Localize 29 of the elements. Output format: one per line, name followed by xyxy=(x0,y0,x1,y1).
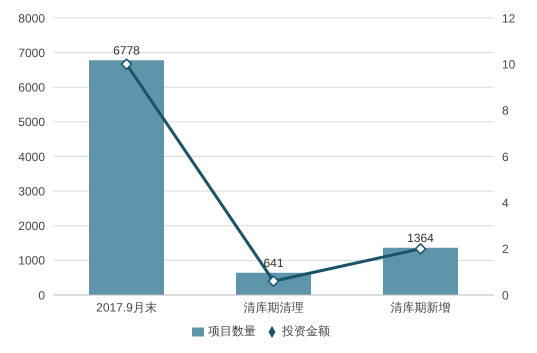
x-tick-label: 清库期清理 xyxy=(244,300,304,315)
point xyxy=(414,243,426,255)
y-tick-label: 8000 xyxy=(18,11,46,26)
data-label: 6778 xyxy=(113,43,140,58)
y2-tick-label: 6 xyxy=(502,150,509,164)
legend-label: 项目数量 xyxy=(208,324,256,338)
x-tick-label: 清库期新增 xyxy=(390,300,450,315)
y-tick-label: 1000 xyxy=(18,254,46,268)
y-tick-label: 6000 xyxy=(18,80,46,95)
bar xyxy=(89,60,164,295)
y-tick-label: 2000 xyxy=(18,219,46,234)
y2-tick-label: 0 xyxy=(502,288,509,302)
y-tick-label: 5000 xyxy=(18,115,46,130)
y2-tick-label: 2 xyxy=(502,242,509,256)
point xyxy=(268,275,280,287)
y2-tick-label: 10 xyxy=(502,57,516,72)
data-label: 1364 xyxy=(407,230,434,245)
y-tick-label: 7000 xyxy=(18,46,46,60)
y-tick-label: 0 xyxy=(38,288,46,302)
bar xyxy=(383,248,458,295)
y-tick-label: 4000 xyxy=(18,150,46,164)
y2-tick-label: 8 xyxy=(502,104,509,118)
y2-tick-label: 4 xyxy=(502,196,509,210)
y2-tick-label: 12 xyxy=(502,11,516,26)
point xyxy=(120,58,132,70)
legend-label: 投资金额 xyxy=(282,324,330,338)
y-tick-label: 3000 xyxy=(18,184,46,198)
x-tick-label: 2017.9月末 xyxy=(96,300,157,315)
data-label: 641 xyxy=(263,256,284,270)
